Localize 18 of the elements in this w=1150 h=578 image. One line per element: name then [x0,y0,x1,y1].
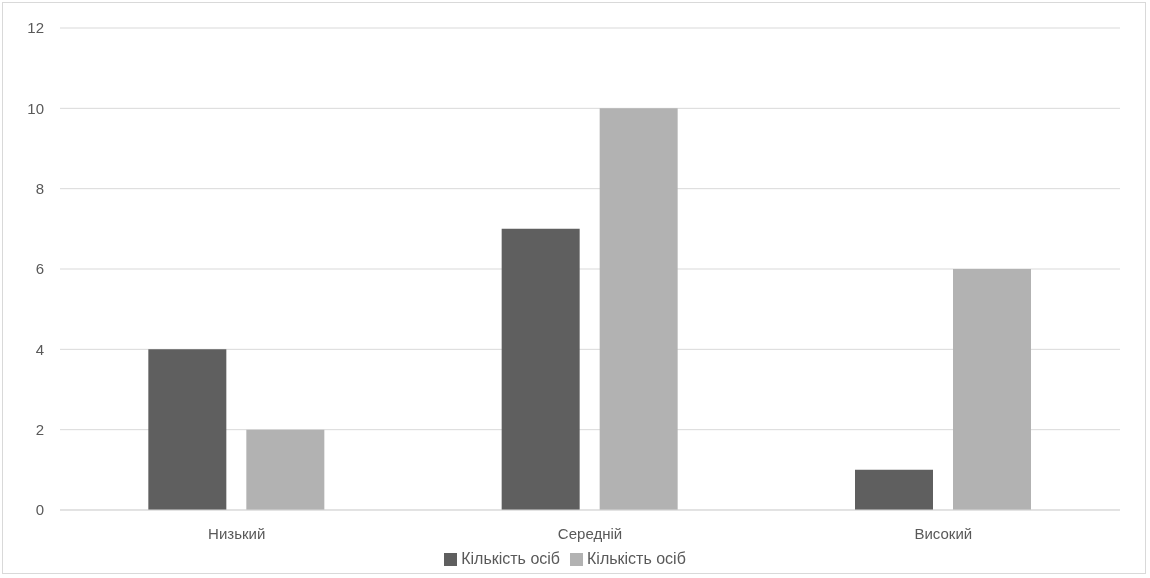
bar [246,429,325,510]
x-tick-label: Середній [557,524,623,542]
bar [953,269,1031,510]
y-tick-label: 4 [35,340,44,358]
y-tick-label: 2 [35,420,44,438]
bar [501,228,580,510]
bar [855,469,933,510]
legend-label: Кількість осіб [587,550,686,567]
x-tick-label: Високий [914,524,973,542]
bar [599,108,678,510]
y-tick-label: 6 [35,260,44,278]
bar [148,349,227,510]
y-tick-label: 10 [27,99,44,117]
y-tick-label: 8 [35,179,44,197]
legend-label: Кількість осіб [461,550,560,567]
y-tick-label: 12 [27,19,44,37]
x-tick-label: Низький [208,524,266,542]
y-tick-label: 0 [35,501,44,519]
